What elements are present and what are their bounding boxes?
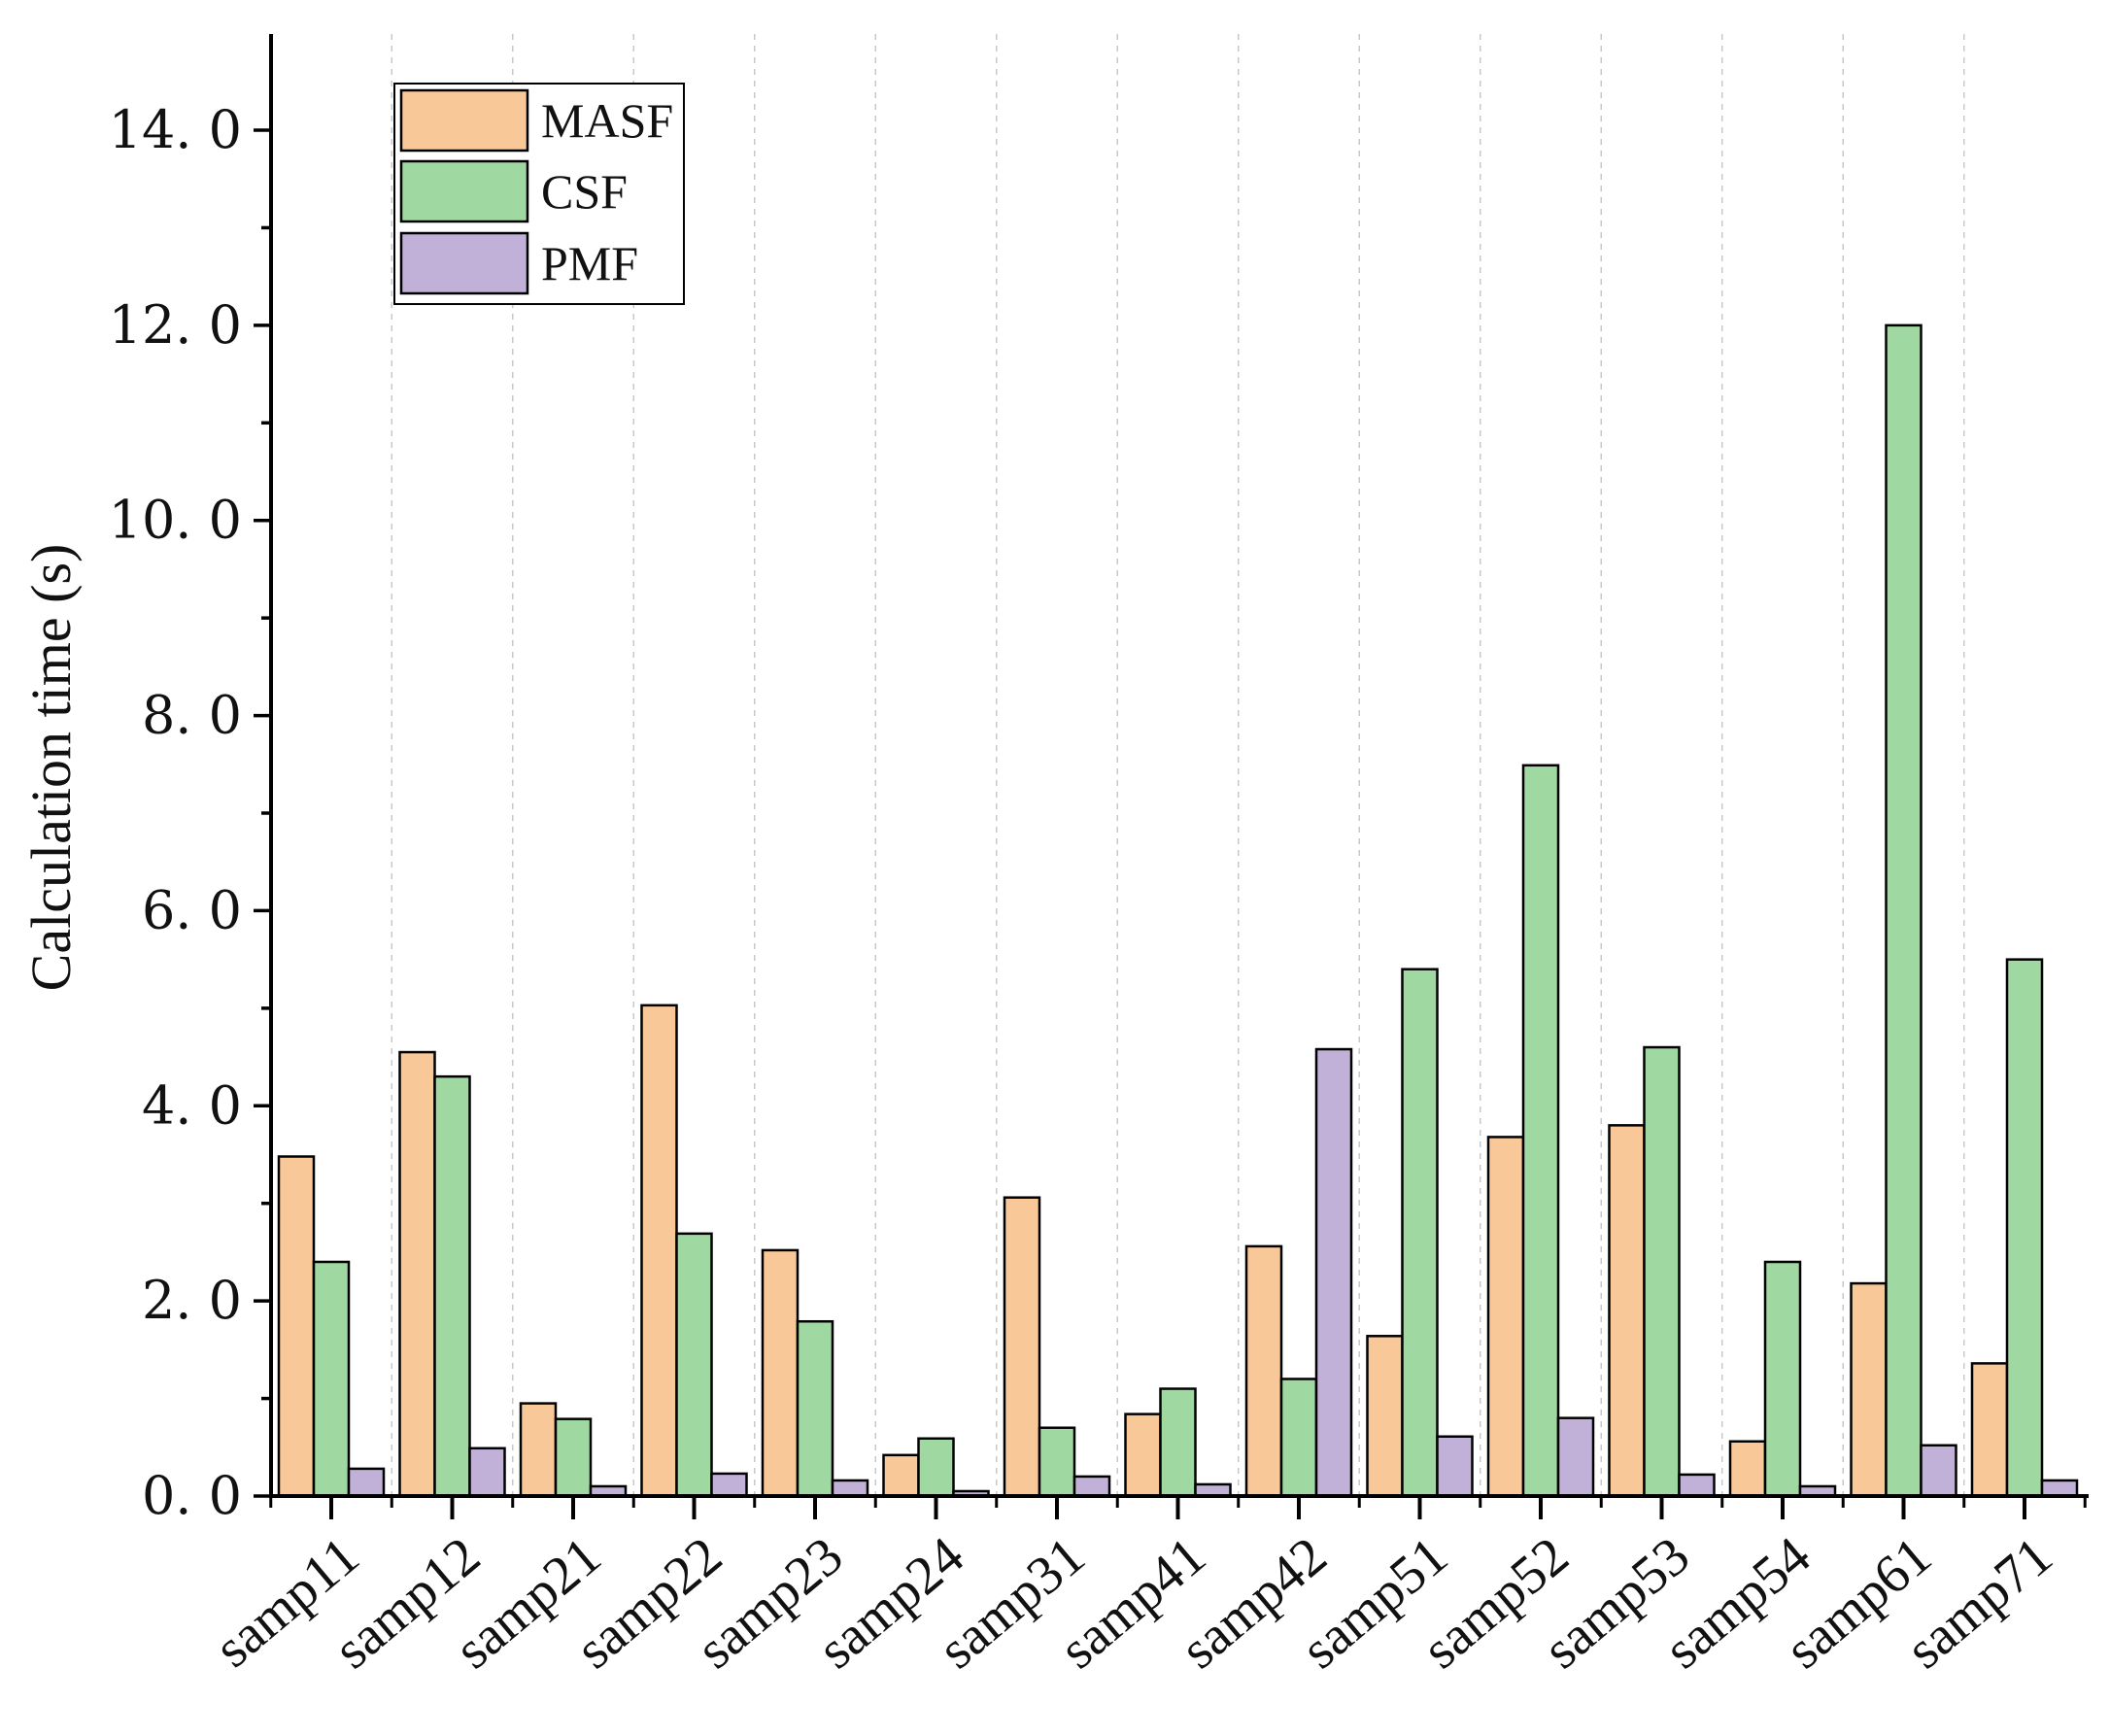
bar-pmf-samp12: [468, 1447, 506, 1498]
bar-pmf-samp22: [710, 1472, 748, 1498]
legend-label-masf: MASF: [541, 93, 673, 148]
bar-masf-samp24: [882, 1453, 920, 1498]
bar-csf-samp71: [2005, 958, 2044, 1498]
bar-csf-samp12: [433, 1074, 471, 1498]
bar-pmf-samp52: [1556, 1416, 1595, 1498]
bar-pmf-samp11: [347, 1467, 386, 1498]
legend-swatch-masf: [399, 88, 529, 153]
legend-swatch-pmf: [399, 231, 529, 295]
bar-csf-samp21: [554, 1417, 593, 1498]
y-tick-label: 14. 0: [109, 99, 242, 160]
bar-masf-samp53: [1608, 1124, 1646, 1498]
bar-masf-samp61: [1850, 1281, 1888, 1498]
bars: [277, 323, 2079, 1498]
bar-masf-samp12: [398, 1050, 436, 1498]
legend: MASF CSF PMF: [393, 83, 685, 305]
y-tick-label: 6. 0: [142, 879, 242, 940]
legend-label-csf: CSF: [541, 164, 628, 219]
bar-masf-samp52: [1486, 1136, 1525, 1498]
bar-csf-samp24: [917, 1437, 955, 1498]
bar-masf-samp71: [1970, 1362, 2009, 1498]
bar-masf-samp41: [1124, 1413, 1162, 1498]
bar-pmf-samp23: [831, 1479, 869, 1498]
bar-pmf-samp53: [1678, 1473, 1716, 1498]
bar-csf-samp52: [1521, 764, 1560, 1498]
bar-csf-samp31: [1038, 1426, 1076, 1498]
y-tick-label: 2. 0: [142, 1270, 242, 1331]
bar-csf-samp61: [1885, 323, 1923, 1498]
bar-csf-samp23: [796, 1319, 834, 1498]
y-tick-label: 0. 0: [142, 1465, 242, 1526]
bar-masf-samp21: [519, 1402, 558, 1498]
legend-label-pmf: PMF: [541, 236, 638, 290]
bar-pmf-samp61: [1920, 1444, 1957, 1498]
bar-csf-samp11: [312, 1260, 351, 1498]
x-ticks: samp11samp12samp21samp22samp23samp24samp…: [204, 1496, 2087, 1681]
bar-csf-samp54: [1763, 1260, 1802, 1498]
bar-pmf-samp71: [2040, 1479, 2079, 1498]
y-tick-label: 12. 0: [109, 294, 242, 356]
legend-swatch-csf: [399, 159, 529, 223]
bar-pmf-samp42: [1314, 1047, 1353, 1498]
bar-masf-samp51: [1366, 1335, 1404, 1498]
bar-masf-samp22: [640, 1004, 678, 1498]
bar-csf-samp41: [1159, 1387, 1197, 1498]
y-tick-label: 8. 0: [142, 685, 242, 746]
y-tick-label: 10. 0: [109, 490, 242, 551]
bar-masf-samp23: [761, 1248, 800, 1498]
bar-pmf-samp31: [1072, 1475, 1111, 1498]
bar-masf-samp11: [277, 1155, 316, 1498]
bar-csf-samp51: [1401, 968, 1439, 1498]
y-ticks: 0. 0 2. 0 4. 0 6. 0 8. 0 10. 0 12. 0 14. 0: [109, 99, 271, 1526]
bar-masf-samp31: [1003, 1196, 1041, 1498]
bar-csf-samp53: [1643, 1045, 1681, 1498]
bar-pmf-samp51: [1436, 1435, 1474, 1498]
y-axis-title: Calculation time (s): [19, 544, 83, 992]
y-tick-label: 4. 0: [142, 1074, 242, 1136]
bar-csf-samp42: [1279, 1378, 1318, 1498]
bar-csf-samp22: [675, 1232, 713, 1498]
bar-masf-samp42: [1244, 1244, 1283, 1498]
bar-masf-samp54: [1728, 1440, 1767, 1498]
